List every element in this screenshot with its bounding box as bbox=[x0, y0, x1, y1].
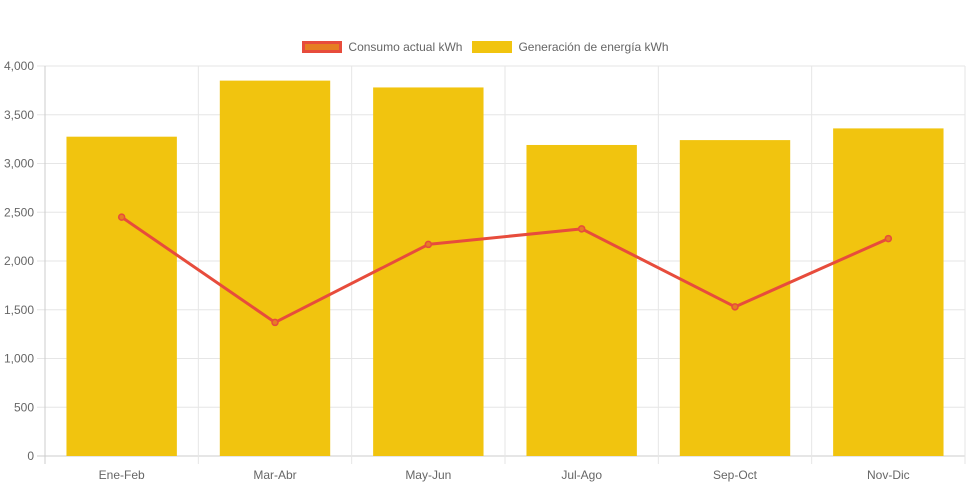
bar-may-jun bbox=[373, 87, 484, 456]
bar-jul-ago bbox=[526, 144, 637, 456]
bar-nov-dic bbox=[833, 128, 944, 456]
x-tick-label: Ene-Feb bbox=[99, 468, 145, 482]
point-consumo-mar-abr bbox=[271, 318, 279, 327]
point-consumo-nov-dic bbox=[884, 234, 893, 243]
legend-swatch-generacion bbox=[472, 41, 513, 53]
legend-item-consumo[interactable]: Consumo actual kWh bbox=[302, 40, 462, 54]
y-tick-label: 0 bbox=[27, 449, 34, 463]
point-consumo-sep-oct bbox=[731, 303, 739, 311]
legend-swatch-consumo bbox=[302, 41, 343, 53]
x-tick-label: Jul-Ago bbox=[561, 468, 602, 482]
point-consumo-ene-feb bbox=[117, 213, 126, 221]
point-consumo-may-jun bbox=[424, 240, 433, 249]
y-tick-label: 2,500 bbox=[4, 205, 34, 219]
legend-item-generacion[interactable]: Generación de energía kWh bbox=[472, 40, 669, 54]
bar-ene-feb bbox=[66, 136, 177, 456]
line-consumo bbox=[120, 215, 889, 324]
x-tick-label: Mar-Abr bbox=[253, 468, 296, 482]
x-tick-label: Sep-Oct bbox=[713, 468, 758, 482]
y-tick-label: 2,000 bbox=[4, 254, 34, 268]
y-tick-label: 500 bbox=[14, 400, 34, 414]
y-tick-label: 1,500 bbox=[4, 303, 34, 317]
point-consumo-jul-ago bbox=[577, 225, 586, 233]
legend-label-generacion: Generación de energía kWh bbox=[518, 40, 669, 54]
y-tick-label: 3,000 bbox=[4, 157, 34, 171]
x-tick-label: May-Jun bbox=[405, 468, 451, 482]
bar-mar-abr bbox=[219, 80, 331, 456]
y-tick-label: 1,000 bbox=[4, 352, 34, 366]
legend-label-consumo: Consumo actual kWh bbox=[348, 40, 463, 54]
y-tick-label: 3,500 bbox=[4, 108, 34, 122]
legend: Consumo actual kWh Generación de energía… bbox=[0, 40, 971, 54]
bar-sep-oct bbox=[679, 140, 791, 456]
x-tick-label: Nov-Dic bbox=[867, 468, 910, 482]
y-tick-label: 4,000 bbox=[4, 59, 34, 73]
